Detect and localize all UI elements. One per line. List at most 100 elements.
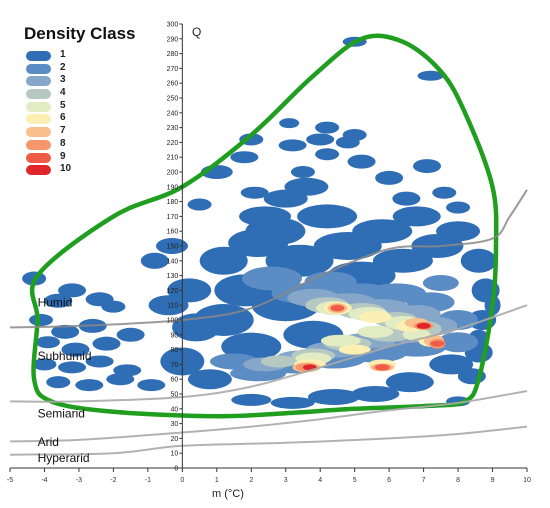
legend: Density Class 1 2 3 4 5 6 7 8 9 10: [24, 24, 154, 177]
density-blob: [347, 154, 376, 169]
y-tick-label: 130: [167, 273, 179, 280]
legend-label: 2: [60, 61, 66, 73]
legend-item: 4: [24, 87, 154, 101]
y-tick-label: 200: [167, 170, 179, 177]
x-tick-label: -1: [145, 477, 151, 484]
density-blob: [85, 355, 114, 368]
density-blob: [46, 376, 71, 389]
density-blob: [231, 393, 272, 406]
density-blob: [29, 314, 54, 326]
y-tick-label: 40: [171, 406, 179, 413]
y-tick-label: 140: [167, 258, 179, 265]
y-tick-label: 260: [167, 81, 179, 88]
density-blob: [297, 204, 358, 229]
legend-item: 2: [24, 61, 154, 76]
density-blob: [460, 248, 497, 273]
legend-swatch: [26, 63, 51, 74]
legend-swatch: [26, 51, 51, 61]
legend-label: 3: [60, 74, 66, 86]
y-tick-label: 170: [167, 214, 179, 221]
density-blob: [320, 334, 361, 347]
density-blob: [422, 275, 459, 291]
density-blob: [342, 129, 367, 141]
x-tick-label: 3: [284, 477, 288, 484]
y-tick-label: 80: [171, 347, 179, 354]
density-blob: [429, 354, 474, 375]
x-tick-label: -2: [110, 477, 116, 484]
legend-label: 6: [60, 112, 66, 124]
axes: -5 -4 -3 -2 -1 0 1 2 3 4 5 6 7 8 9 10010203040506070809…: [7, 22, 531, 485]
density-blob: [351, 386, 400, 402]
y-tick-label: 10: [171, 451, 179, 458]
legend-label: 10: [60, 163, 72, 175]
y-tick-label: 270: [167, 66, 179, 73]
density-blob: [416, 322, 431, 329]
legend-item: 7: [24, 125, 154, 139]
legend-swatch: [26, 101, 51, 112]
x-tick-label: 10: [523, 477, 531, 484]
density-blob: [167, 278, 212, 303]
x-tick-label: 6: [387, 477, 391, 484]
y-tick-label: 150: [167, 244, 179, 251]
density-blob: [106, 373, 135, 386]
zone-boundary-line: [9, 189, 528, 329]
x-axis-label: m (°C): [212, 488, 244, 500]
legend-title: Density Class: [24, 24, 136, 43]
y-tick-label: 280: [167, 51, 179, 58]
zone-label: Humid: [38, 296, 73, 310]
y-tick-label: 100: [167, 318, 179, 325]
density-blob: [417, 70, 444, 81]
density-blob: [58, 283, 87, 298]
density-blob: [35, 336, 60, 349]
density-blob: [330, 305, 345, 312]
x-tick-label: 5: [353, 477, 357, 484]
y-tick-label: 180: [167, 199, 179, 206]
x-tick-label: 9: [491, 477, 495, 484]
legend-label: 8: [60, 137, 66, 149]
density-blob: [44, 293, 73, 308]
density-blob: [279, 118, 300, 129]
y-tick-label: 210: [167, 155, 179, 162]
legend-item: 9: [24, 150, 154, 165]
density-blob: [278, 139, 307, 152]
legend-swatch: [26, 152, 51, 163]
x-tick-label: 4: [318, 477, 322, 484]
y-tick-label: 60: [171, 377, 179, 384]
y-tick-label: 290: [167, 36, 179, 43]
density-blob: [352, 219, 413, 244]
y-tick-label: 110: [167, 303, 178, 310]
density-blob: [446, 201, 471, 214]
density-blob: [75, 379, 104, 392]
density-blob: [357, 325, 394, 338]
y-tick-label: 20: [171, 436, 179, 443]
density-blob: [315, 148, 340, 161]
legend-item: 3: [24, 74, 154, 88]
density-blob: [137, 379, 166, 392]
density-blob: [199, 246, 248, 275]
legend-item: 5: [24, 99, 154, 114]
zone-boundary-line: [9, 390, 528, 443]
y-tick-label: 160: [167, 229, 179, 236]
density-blob: [307, 388, 360, 405]
y-tick-label: 50: [171, 392, 179, 399]
density-blob: [306, 133, 335, 146]
density-blob: [375, 364, 390, 371]
density-blob: [61, 342, 90, 357]
legend-label: 7: [60, 125, 66, 137]
density-blob: [230, 151, 259, 164]
density-blob: [260, 355, 297, 368]
legend-label: 9: [60, 150, 66, 162]
density-blob: [438, 332, 479, 353]
y-tick-label: 190: [167, 184, 179, 191]
zone-label: Semiarid: [38, 407, 85, 421]
y-tick-label: 70: [171, 362, 179, 369]
x-tick-label: -3: [76, 477, 82, 484]
density-blob: [338, 344, 371, 355]
legend-label: 4: [60, 87, 66, 99]
legend-label: 1: [60, 49, 66, 60]
legend-label: 5: [60, 99, 66, 111]
density-blob: [385, 372, 434, 393]
density-blob: [140, 252, 169, 269]
density-blob: [101, 300, 126, 313]
density-layer: [22, 36, 501, 409]
